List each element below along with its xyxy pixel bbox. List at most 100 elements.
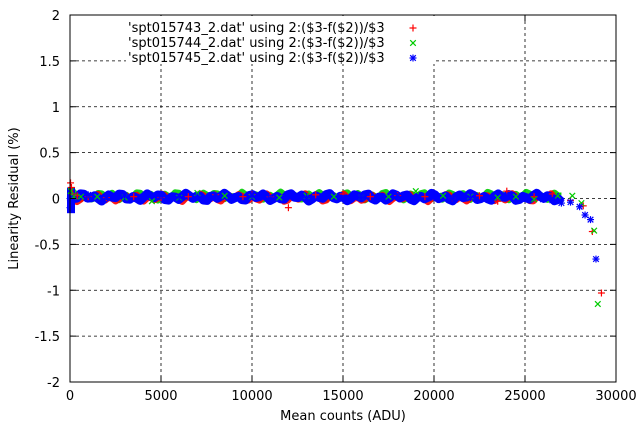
y-tick-label: 1 [52,101,60,116]
marker-stroke [248,192,256,199]
y-tick-label: 2 [52,9,60,24]
marker-stroke [175,193,183,200]
x-tick-label: 25000 [504,389,545,404]
data-point [439,192,447,199]
marker-stroke [230,193,238,200]
data-point [594,300,602,308]
marker-stroke [594,300,602,308]
data-point [121,192,129,200]
marker-stroke [376,195,383,202]
marker-stroke [512,193,520,200]
legend-label: 'spt015743_2.dat' using 2:($3-f($2))/$3 [128,21,385,36]
data-point [503,193,511,201]
data-point [592,255,600,263]
data-point [466,194,474,202]
data-point [512,193,520,200]
data-point [530,196,538,203]
marker-stroke [549,197,556,204]
data-point [67,187,74,195]
data-point [597,289,605,297]
marker-stroke [212,192,219,199]
legend-box [126,16,436,64]
y-tick-label: 0.5 [39,147,60,162]
marker-stroke [409,54,417,62]
marker-stroke [485,195,492,202]
y-tick-label: -0.5 [35,238,60,253]
data-point [421,193,429,201]
data-point [148,198,156,205]
marker-stroke [590,227,598,234]
x-tick-label: 20000 [413,389,454,404]
data-point [385,193,392,200]
x-tick-label: 15000 [322,389,363,404]
marker-stroke [554,192,561,199]
marker-stroke [303,194,310,201]
axes: 0 5000 10000 15000 20000 25000 30000 -2 -1.5 -1 -0… [35,9,637,404]
marker-stroke [412,187,420,195]
marker-stroke [385,193,392,200]
data-point [521,195,529,202]
data-point [548,196,556,204]
data-point [557,199,565,207]
marker-stroke [530,196,538,203]
x-tick-label: 10000 [231,389,272,404]
data-point [239,193,247,201]
data-point [230,193,238,201]
data-point [266,195,274,202]
marker-stroke [587,216,594,223]
data-point [375,195,383,202]
data-point [248,192,256,200]
data-point [587,216,595,224]
marker-stroke [285,193,292,200]
marker-stroke [157,192,165,199]
marker-stroke [439,192,447,199]
marker-stroke [503,193,511,200]
data-point [409,24,417,32]
marker-stroke [539,196,547,203]
x-axis-title: Mean counts (ADU) [280,409,406,423]
marker-stroke [581,211,589,219]
legend: 'spt015743_2.dat' using 2:($3-f($2))/$3'… [126,16,436,66]
data-point [84,191,92,199]
data-point [590,227,598,234]
data-point [284,204,292,212]
legend-label: 'spt015744_2.dat' using 2:($3-f($2))/$3 [128,36,385,51]
x-tick-label: 5000 [144,389,177,404]
marker-stroke [448,195,456,202]
data-point [221,192,228,199]
data-point [494,194,501,201]
data-point [539,195,547,203]
data-point [212,192,220,200]
y-tick-label: -2 [47,376,60,391]
marker-stroke [409,39,417,47]
marker-stroke [569,192,576,199]
marker-stroke [330,193,338,200]
marker-stroke [221,192,228,199]
data-point [175,193,183,201]
data-point [330,193,338,200]
data-point [357,194,365,202]
legend-label: 'spt015745_2.dat' using 2:($3-f($2))/$3 [128,51,385,66]
data-point [409,54,417,62]
data-point [494,197,502,205]
data-point [569,192,576,199]
y-tick-label: -1.5 [35,330,60,345]
data-point [412,195,420,202]
data-point [276,194,283,201]
marker-stroke [94,193,101,200]
marker-stroke [103,193,110,200]
marker-stroke [494,194,501,201]
y-tick-label: 1.5 [39,55,60,70]
data-point [339,195,347,202]
marker-stroke [139,193,147,200]
data-point [394,193,402,201]
data-point [139,193,147,201]
data-point [130,193,138,201]
data-point [102,193,110,201]
data-point [94,193,101,200]
marker-stroke [430,194,438,201]
y-tick-label: 0 [52,193,60,208]
data-point [448,195,456,202]
